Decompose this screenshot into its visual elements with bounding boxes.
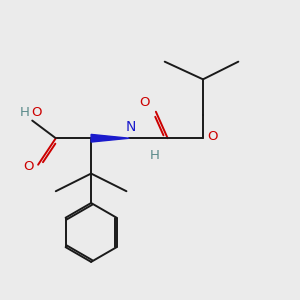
Text: N: N (126, 120, 136, 134)
Text: H: H (20, 106, 29, 119)
Text: H: H (150, 149, 160, 162)
Text: O: O (23, 160, 34, 173)
Polygon shape (91, 134, 129, 142)
Text: O: O (140, 96, 150, 109)
Text: O: O (32, 106, 42, 119)
Text: O: O (207, 130, 218, 143)
